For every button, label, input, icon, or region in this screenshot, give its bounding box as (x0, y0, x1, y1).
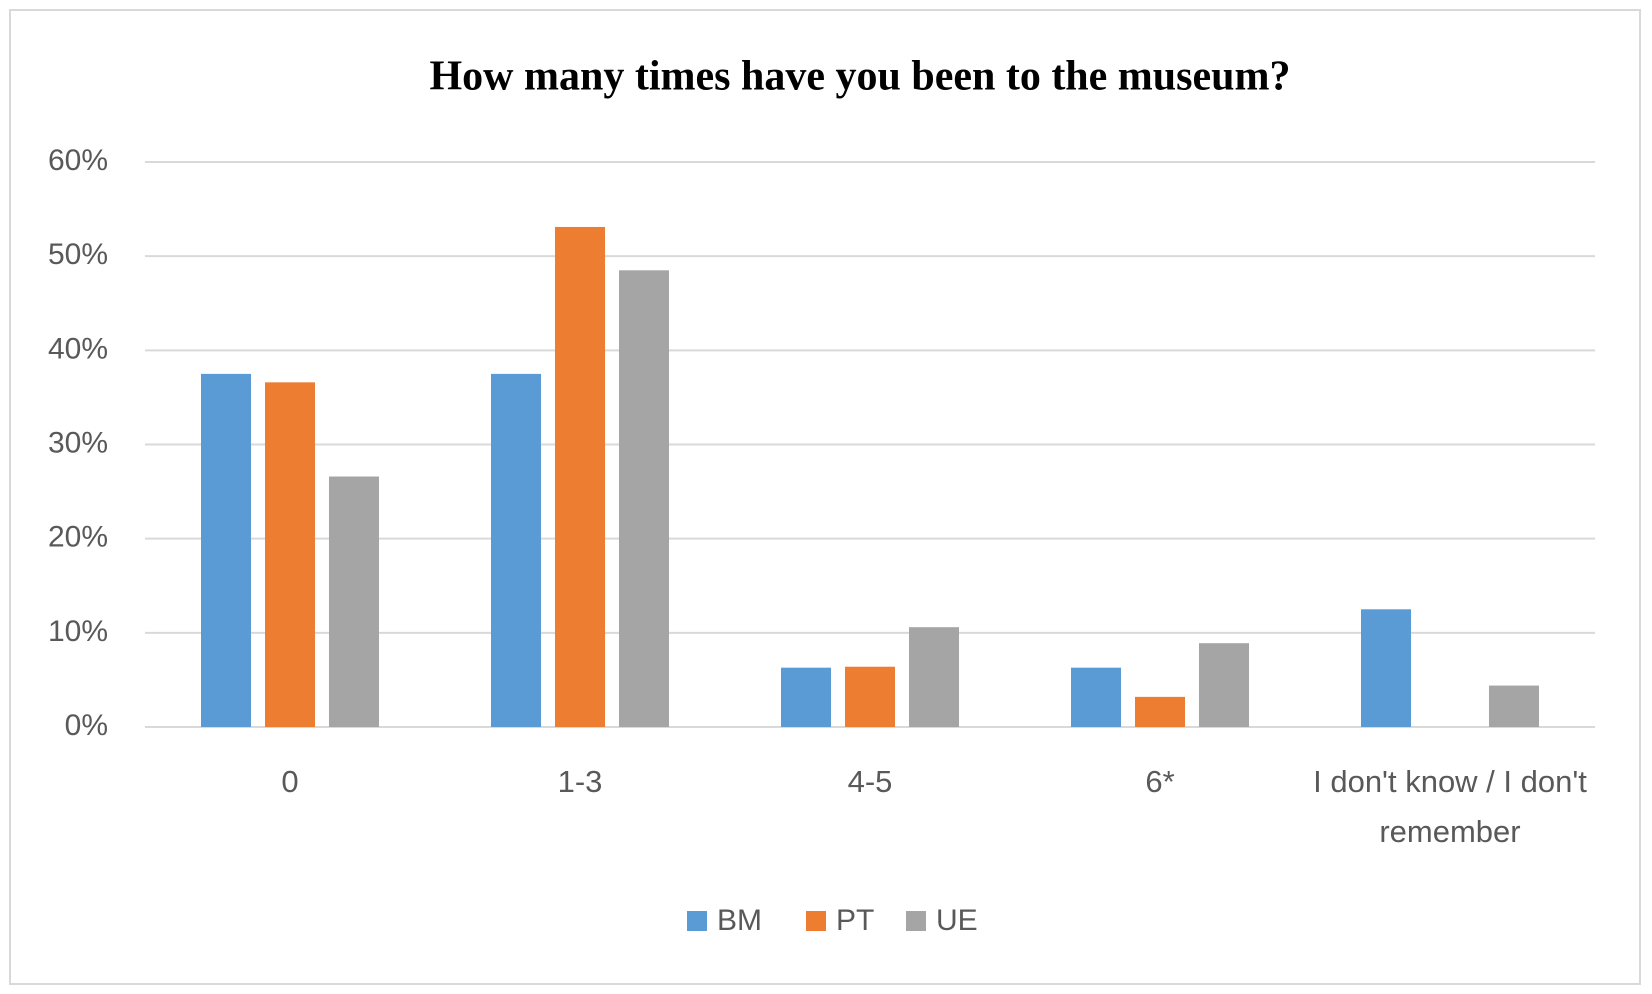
bar (1135, 696, 1185, 727)
bar (265, 382, 315, 727)
y-tick-label: 30% (48, 426, 108, 459)
legend-label: UE (936, 904, 978, 937)
y-tick-label: 60% (48, 144, 108, 177)
bar (1489, 685, 1539, 727)
x-tick-label: 4-5 (847, 764, 893, 799)
bar (555, 226, 605, 727)
bar (491, 373, 541, 727)
bar (619, 270, 669, 727)
bar (329, 476, 379, 727)
x-tick-label: 6* (1145, 764, 1175, 799)
bar (909, 627, 959, 727)
y-tick-label: 50% (48, 238, 108, 271)
legend-swatch (687, 911, 707, 931)
bar (781, 667, 831, 727)
bar (1199, 643, 1249, 727)
y-tick-label: 40% (48, 332, 108, 365)
legend-swatch (906, 911, 926, 931)
y-tick-label: 10% (48, 615, 108, 648)
y-tick-label: 0% (65, 709, 108, 742)
chart-title: How many times have you been to the muse… (430, 54, 1291, 100)
legend-label: BM (717, 904, 762, 937)
bar (845, 666, 895, 727)
x-tick-label: I don't know / I don't remember (1313, 764, 1587, 849)
bar (1071, 667, 1121, 727)
legend-label: PT (836, 904, 874, 937)
bar (1361, 609, 1411, 727)
y-tick-label: 20% (48, 521, 108, 554)
x-tick-label: 1-3 (557, 764, 603, 799)
legend-swatch (806, 911, 826, 931)
x-tick-label: 0 (281, 764, 299, 799)
bar (201, 373, 251, 727)
